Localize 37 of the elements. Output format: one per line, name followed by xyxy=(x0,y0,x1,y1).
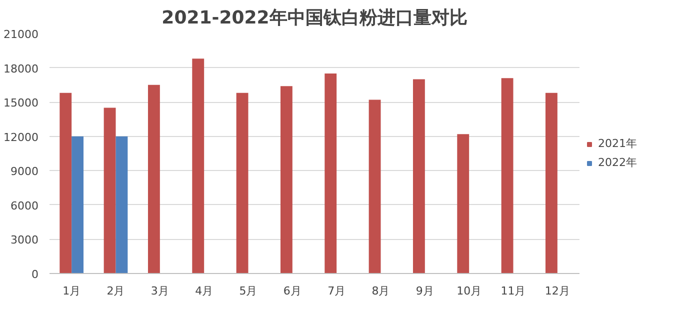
bar xyxy=(60,92,72,274)
y-tick-label: 9000 xyxy=(10,165,39,178)
bar xyxy=(457,134,470,274)
x-tick-label: 10月 xyxy=(456,284,482,298)
x-tick-label: 2月 xyxy=(106,284,125,298)
legend-label: 2022年 xyxy=(598,155,637,170)
x-tick-label: 8月 xyxy=(372,284,390,298)
bar xyxy=(72,136,84,274)
y-tick-label: 15000 xyxy=(4,96,39,110)
bar xyxy=(545,92,558,274)
x-tick-label: 6月 xyxy=(283,284,302,298)
chart-title: 2021-2022年中国钛白粉进口量对比 xyxy=(162,8,468,28)
bar xyxy=(501,78,514,274)
x-tick-label: 4月 xyxy=(195,284,214,298)
y-tick-label: 18000 xyxy=(4,62,39,76)
legend-label: 2021年 xyxy=(598,136,637,151)
bar xyxy=(104,108,116,274)
bar xyxy=(368,100,381,274)
bar xyxy=(236,92,248,274)
bar xyxy=(280,86,292,274)
y-tick-label: 6000 xyxy=(10,199,39,212)
x-tick-label: 3月 xyxy=(150,284,169,298)
bar xyxy=(192,58,204,274)
x-tick-label: 11月 xyxy=(500,284,526,298)
x-tick-label: 7月 xyxy=(328,284,346,298)
bar xyxy=(324,74,337,274)
bar xyxy=(412,79,425,274)
x-tick-label: 9月 xyxy=(416,284,434,298)
x-tick-label: 5月 xyxy=(239,284,258,298)
y-tick-label: 0 xyxy=(32,268,38,281)
bar xyxy=(116,136,128,274)
y-tick-label: 3000 xyxy=(10,234,39,247)
x-tick-label: 1月 xyxy=(62,284,81,298)
y-tick-label: 12000 xyxy=(4,130,39,144)
bar xyxy=(148,84,160,274)
x-tick-label: 12月 xyxy=(544,284,570,298)
y-tick-label: 21000 xyxy=(4,28,39,41)
